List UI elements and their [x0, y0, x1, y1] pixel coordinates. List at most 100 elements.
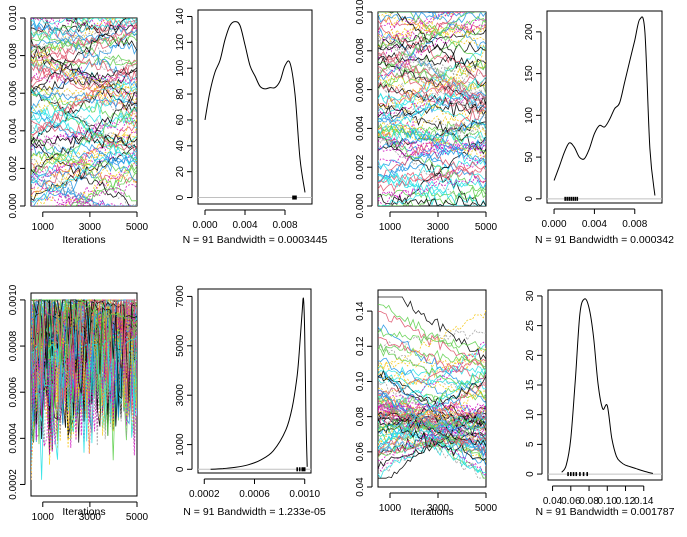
- x-tick-label: 5000: [126, 512, 149, 523]
- trace-plot-3: 1000 3000 5000 0.0002 0.0004 0.0006 0.0008 0.00…: [8, 284, 149, 523]
- x-tick-label: 1000: [32, 222, 55, 233]
- chain-line: [378, 193, 486, 206]
- x-tick-label: 3000: [79, 512, 102, 523]
- y-tick-label: 0: [525, 471, 536, 477]
- chain-line: [378, 135, 486, 150]
- plot-frame: [197, 288, 312, 474]
- y-tick-label: 0.004: [8, 118, 19, 143]
- chain-line: [31, 18, 137, 73]
- chain-line: [31, 299, 137, 400]
- chain-line: [378, 20, 486, 42]
- chain-line: [378, 174, 486, 199]
- x-tick-label: 0.08: [579, 496, 599, 507]
- y-tick-label: 0.0004: [8, 423, 19, 454]
- chain-line: [31, 179, 137, 206]
- density-curve: [553, 16, 656, 196]
- y-tick-label: 0.006: [355, 77, 366, 102]
- y-tick-label: 0.010: [8, 5, 19, 30]
- chain-line: [378, 12, 486, 59]
- x-tick-label: 0.0010: [289, 489, 320, 500]
- chain-line: [378, 389, 486, 458]
- chain-line: [378, 76, 486, 134]
- chain-line: [31, 83, 137, 119]
- x-axis-label: Iterations: [62, 506, 105, 518]
- y-tick-label: 0.12: [355, 336, 366, 356]
- y-tick-label: 30: [525, 290, 536, 302]
- chain-line: [31, 159, 137, 206]
- chain-line: [378, 12, 486, 47]
- chain-line: [378, 395, 486, 461]
- chain-line: [378, 401, 486, 432]
- chain-line: [31, 50, 137, 108]
- x-axis-label: Iterations: [410, 234, 453, 246]
- chain-line: [378, 12, 486, 87]
- chain-line: [378, 135, 486, 206]
- y-tick-label: 0.0008: [8, 330, 19, 361]
- y-tick-label: 0.0006: [8, 376, 19, 407]
- chain-line: [378, 140, 486, 164]
- chain-line: [378, 389, 486, 417]
- x-tick-label: 1000: [379, 222, 402, 233]
- chain-line: [31, 80, 137, 114]
- y-tick-label: 3000: [175, 384, 186, 407]
- trace-plot-1: 1000 3000 5000 0.000 0.002 0.004 0.006 0.008 0.0…: [8, 5, 149, 246]
- chain-line: [378, 91, 486, 106]
- y-tick-label: 0.006: [8, 80, 19, 105]
- chain-line: [31, 89, 137, 166]
- trace-lines: [378, 12, 486, 206]
- chain-line: [378, 117, 486, 166]
- chain-line: [378, 101, 486, 146]
- chain-line: [31, 136, 137, 203]
- y-tick-label: 0.0002: [8, 469, 19, 500]
- y-tick-label: 100: [524, 107, 535, 124]
- chain-line: [378, 130, 486, 206]
- chain-line: [31, 171, 137, 206]
- chain-line: [378, 12, 486, 50]
- chain-line: [378, 357, 486, 371]
- x-tick-label: 1000: [32, 512, 55, 523]
- y-tick-label: 7000: [175, 285, 186, 308]
- x-tick-label: 5000: [475, 222, 498, 233]
- chain-line: [378, 417, 486, 434]
- x-tick-label: 0.000: [542, 219, 567, 230]
- y-tick-label: 120: [175, 34, 186, 51]
- x-tick-label: 0.004: [582, 219, 607, 230]
- chain-line: [31, 142, 137, 206]
- chain-line: [31, 83, 137, 104]
- chain-line: [31, 43, 137, 83]
- chain-line: [31, 50, 137, 119]
- y-tick-label: 5000: [175, 334, 186, 357]
- chain-line: [31, 119, 137, 147]
- chain-line: [31, 67, 137, 91]
- chain-line: [378, 357, 486, 422]
- chain-line: [378, 374, 486, 391]
- chain-line: [31, 130, 137, 182]
- chain-line: [378, 185, 486, 200]
- chain-line: [31, 18, 137, 30]
- trace-plot-4: 1000 3000 5000 0.04 0.06 0.08 0.10 0.12 0.14 Iter…: [355, 289, 498, 518]
- x-axis-label: Iterations: [410, 506, 453, 518]
- y-tick-label: 0.14: [355, 301, 366, 321]
- chain-line: [31, 86, 137, 155]
- x-tick-label: 0.0006: [239, 489, 270, 500]
- chain-line: [378, 310, 486, 373]
- x-tick-label: 1000: [379, 503, 402, 514]
- chain-line: [31, 124, 137, 206]
- chain-line: [31, 336, 137, 440]
- y-tick-label: 25: [525, 320, 536, 332]
- density-curve: [204, 21, 306, 193]
- chain-line: [378, 52, 486, 121]
- chain-line: [31, 357, 137, 456]
- x-tick-label: 5000: [475, 503, 498, 514]
- chain-line: [31, 162, 137, 206]
- chain-line: [31, 87, 137, 161]
- chain-line: [31, 18, 137, 28]
- chain-line: [378, 19, 486, 91]
- x-axis-label: N = 91 Bandwidth = 0.001787: [536, 506, 675, 518]
- y-tick-label: 20: [175, 166, 186, 178]
- chain-line: [378, 66, 486, 100]
- chain-line: [378, 41, 486, 55]
- density-plot-3: 0.0002 0.0006 0.0010 0 1000 3000 5000 7000 N = 9…: [175, 285, 326, 518]
- chain-line: [378, 76, 486, 137]
